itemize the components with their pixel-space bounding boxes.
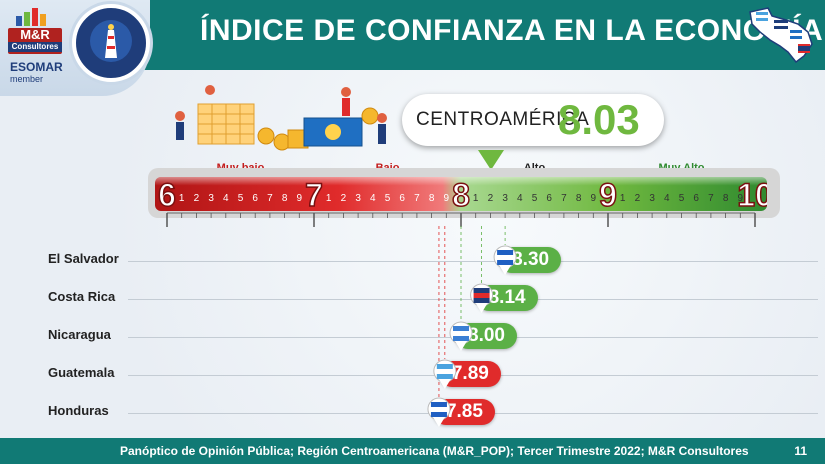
scale-minor-tick-label: 6 bbox=[693, 193, 699, 204]
scale-minor-tick-label: 9 bbox=[444, 193, 450, 204]
region-pointer bbox=[478, 150, 504, 170]
scale-minor-tick-label: 5 bbox=[679, 193, 685, 204]
scale-minor-tick-label: 4 bbox=[517, 193, 523, 204]
scale-minor-tick-label: 1 bbox=[620, 193, 626, 204]
scale-minor-tick-label: 2 bbox=[635, 193, 641, 204]
scale-minor-tick-label: 8 bbox=[723, 193, 729, 204]
source-note: Panóptico de Opinión Pública; Región Cen… bbox=[120, 444, 749, 458]
lighthouse-logo-icon bbox=[72, 4, 150, 82]
value-label: 7.89 bbox=[451, 363, 489, 384]
scale-minor-tick-label: 7 bbox=[267, 193, 273, 204]
scale-minor-tick-label: 8 bbox=[282, 193, 288, 204]
scale-minor-tick-label: 3 bbox=[649, 193, 655, 204]
country-flag-pin-icon bbox=[427, 397, 451, 427]
scale-minor-tick-label: 5 bbox=[238, 193, 244, 204]
region-value: 8.03 bbox=[558, 96, 640, 143]
country-label: Costa Rica bbox=[48, 289, 116, 304]
country-flag-pin-icon bbox=[449, 321, 473, 351]
finance-illustration bbox=[175, 85, 387, 151]
central-america-map-icon bbox=[749, 7, 813, 64]
country-label: Nicaragua bbox=[48, 327, 111, 342]
scale-minor-tick-label: 7 bbox=[414, 193, 420, 204]
scale-minor-tick-label: 1 bbox=[326, 193, 332, 204]
scale-minor-tick-label: 9 bbox=[738, 193, 744, 204]
scale-minor-tick-label: 1 bbox=[473, 193, 479, 204]
brand-logo: M&R Consultores bbox=[8, 28, 62, 54]
scale-minor-tick-label: 2 bbox=[194, 193, 200, 204]
scale-minor-tick-label: 6 bbox=[399, 193, 405, 204]
scale-minor-tick-label: 8 bbox=[576, 193, 582, 204]
scale-minor-tick-label: 6 bbox=[252, 193, 258, 204]
scale-minor-tick-label: 5 bbox=[532, 193, 538, 204]
value-label: 8.30 bbox=[512, 249, 550, 270]
esomar-label: ESOMAR bbox=[10, 60, 63, 74]
country-label: El Salvador bbox=[48, 251, 119, 266]
scale-minor-tick-label: 4 bbox=[370, 193, 376, 204]
scale-major-tick-label: 8 bbox=[452, 177, 470, 211]
scale-major-tick-label: 7 bbox=[305, 177, 323, 211]
scale-ruler bbox=[166, 212, 756, 227]
country-flag-pin-icon bbox=[470, 283, 494, 313]
footer-bar: Panóptico de Opinión Pública; Región Cen… bbox=[0, 438, 825, 464]
scale-minor-tick-label: 3 bbox=[502, 193, 508, 204]
scale-major-tick-label: 6 bbox=[158, 177, 176, 211]
scale-major-tick-label: 9 bbox=[599, 177, 617, 211]
scale-minor-tick-label: 3 bbox=[355, 193, 361, 204]
page-number: 11 bbox=[794, 444, 807, 458]
scale-minor-tick-label: 1 bbox=[179, 193, 185, 204]
scale-minor-tick-label: 2 bbox=[341, 193, 347, 204]
page-title: ÍNDICE DE CONFIANZA EN LA ECONOMÍA bbox=[200, 14, 824, 47]
scale-minor-tick-label: 9 bbox=[591, 193, 597, 204]
scale-minor-tick-label: 9 bbox=[297, 193, 303, 204]
bar-chart-icon bbox=[16, 8, 46, 26]
country-label: Guatemala bbox=[48, 365, 115, 380]
country-flag-pin-icon bbox=[493, 245, 517, 275]
member-label: member bbox=[10, 74, 44, 84]
value-label: 8.00 bbox=[468, 325, 505, 346]
value-label: 8.14 bbox=[488, 287, 526, 308]
scale-minor-tick-label: 4 bbox=[223, 193, 229, 204]
scale-minor-tick-label: 7 bbox=[708, 193, 714, 204]
country-label: Honduras bbox=[48, 403, 109, 418]
scale-minor-tick-label: 3 bbox=[208, 193, 214, 204]
scale-minor-tick-label: 2 bbox=[488, 193, 494, 204]
scale-minor-tick-label: 4 bbox=[664, 193, 670, 204]
scale-minor-tick-label: 6 bbox=[546, 193, 552, 204]
scale-minor-tick-label: 8 bbox=[429, 193, 435, 204]
row-gridline bbox=[128, 261, 818, 262]
scale-minor-tick-label: 5 bbox=[385, 193, 391, 204]
value-label: 7.85 bbox=[445, 401, 483, 422]
scale-major-tick-label: 10 bbox=[737, 177, 767, 211]
region-label: CENTROAMÉRICA bbox=[416, 109, 590, 130]
country-flag-pin-icon bbox=[433, 359, 457, 389]
region-summary-card: CENTROAMÉRICA 8.03 bbox=[402, 94, 664, 146]
scale-minor-tick-label: 7 bbox=[561, 193, 567, 204]
